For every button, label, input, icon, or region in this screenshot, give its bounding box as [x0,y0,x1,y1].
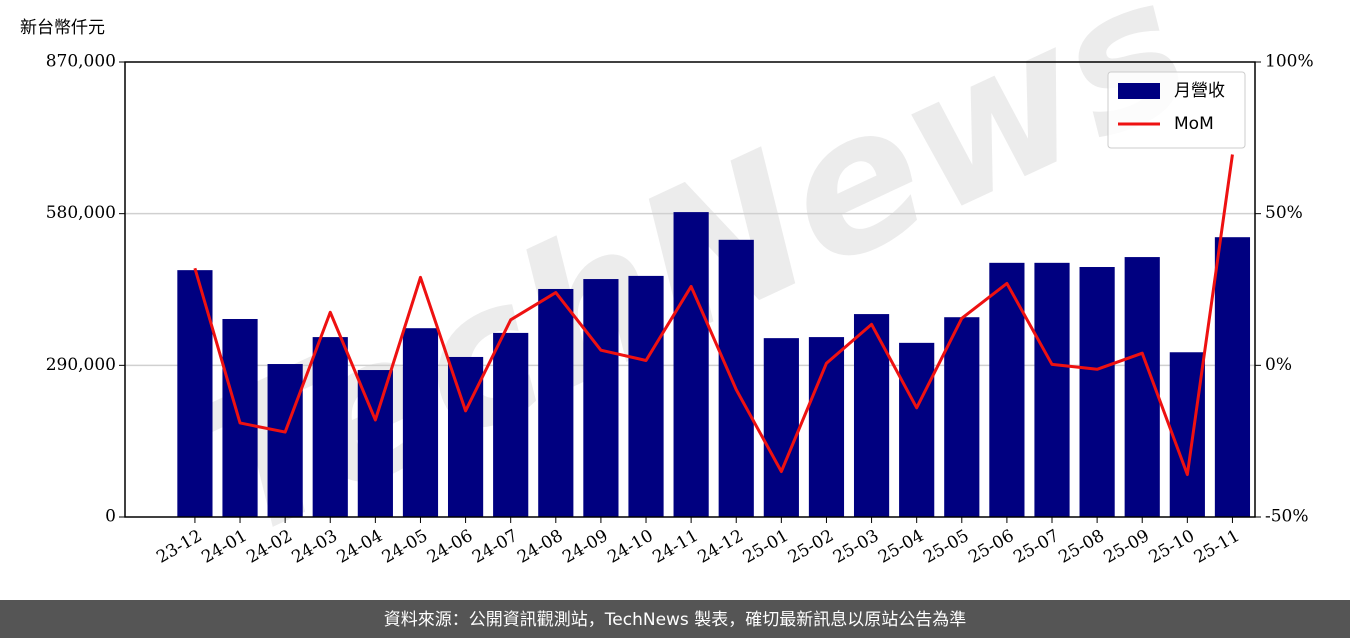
legend-swatch [1118,83,1160,99]
bar [1034,262,1070,517]
y2-tick-label: -50% [1265,507,1309,527]
bar [1169,352,1205,517]
bar [718,239,754,517]
bar [538,288,574,517]
bar [944,317,980,517]
y-axis-label: 新台幣仟元 [20,18,105,38]
y2-tick-label: 100% [1265,52,1314,72]
bar [1079,267,1115,517]
y2-tick-label: 0% [1265,355,1292,375]
bar [447,356,484,517]
bar [583,279,619,517]
bar [673,212,709,517]
footer-bar [0,600,1350,638]
y-tick-label: 290,000 [46,355,116,375]
line [193,154,1234,477]
y-tick-label: 870,000 [46,52,116,72]
legend: 月營收 MoM [1107,71,1246,149]
legend-label: 月營收 [1174,81,1225,101]
bar [628,275,664,517]
legend-label: MoM [1174,114,1214,134]
bar [312,337,348,517]
y-tick-label: 580,000 [46,203,116,223]
bar [1214,237,1251,517]
y2-tick-label: 50% [1265,203,1303,223]
bar [899,342,935,517]
bar [989,262,1025,517]
bar [267,364,303,517]
bar [402,328,439,517]
plot-frame [124,61,1256,518]
bar [493,332,529,517]
bar [763,338,799,517]
y-tick-label: 0 [105,507,116,527]
footer-text: 資料來源：公開資訊觀測站，TechNews 製表，確切最新訊息以原站公告為準 [384,610,966,630]
